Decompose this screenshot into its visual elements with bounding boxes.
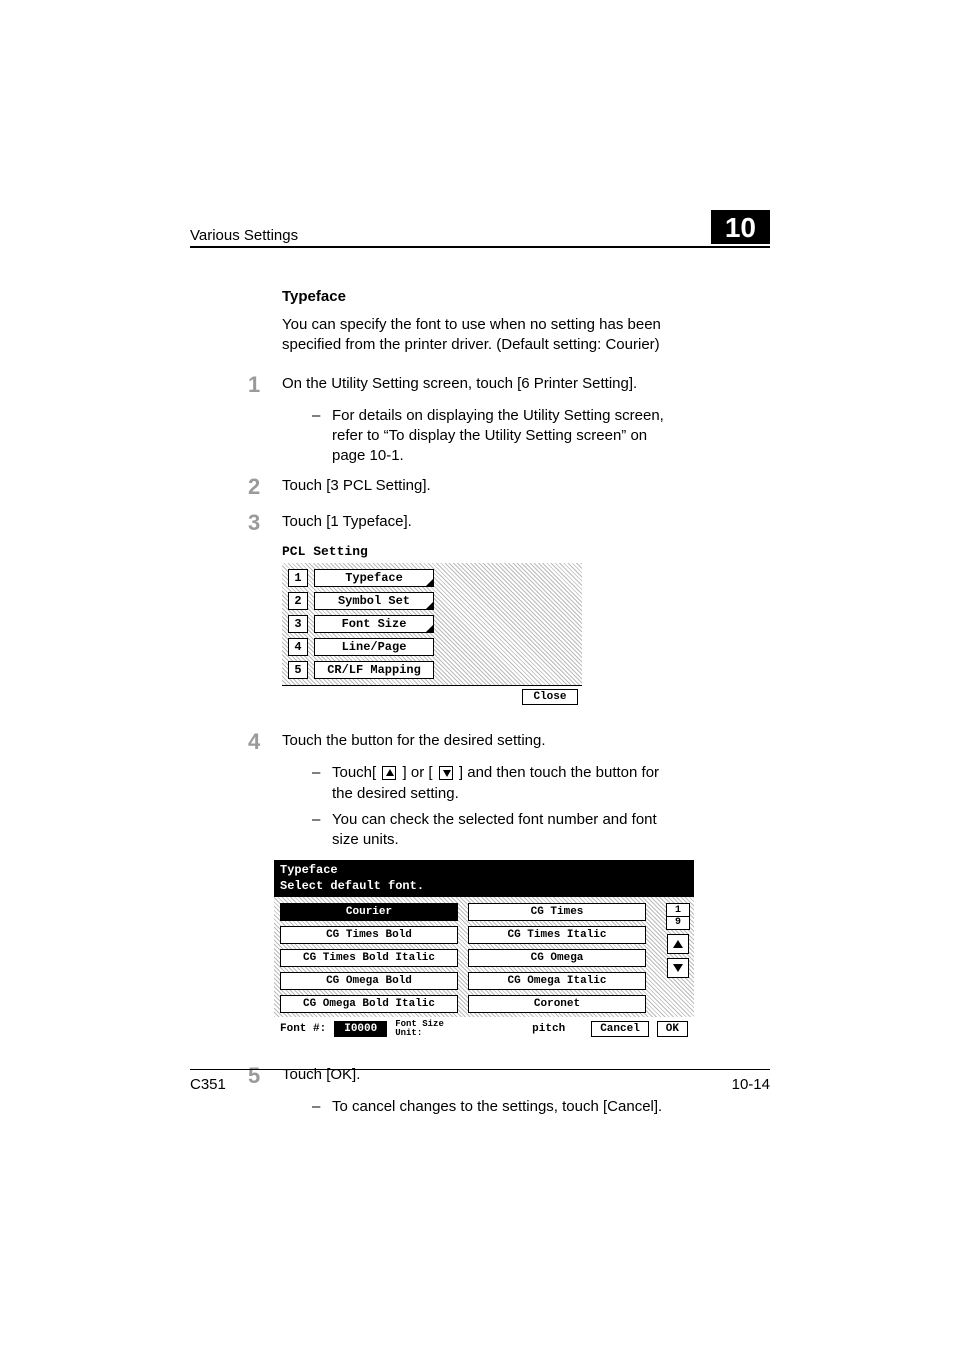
pcl-menu-item[interactable]: 4 Line/Page (288, 638, 576, 656)
intro-paragraph: You can specify the font to use when no … (282, 315, 678, 356)
typeface-grid-wrap: Courier CG Times CG Times Bold CG Times Ita… (274, 897, 694, 1017)
scroll-up-button[interactable] (667, 934, 689, 954)
step-number: 4 (248, 731, 282, 753)
pcl-item-number: 4 (288, 638, 308, 656)
pcl-menu-item[interactable]: 2 Symbol Set (288, 592, 576, 610)
step-1: 1 On the Utility Setting screen, touch [… (282, 374, 678, 396)
sub-text: For details on displaying the Utility Se… (332, 406, 678, 467)
font-option-button[interactable]: Coronet (468, 995, 646, 1013)
step-number: 2 (248, 476, 282, 498)
font-number-value: I0000 (334, 1021, 387, 1037)
pcl-item-number: 1 (288, 569, 308, 587)
page-header: Various Settings 10 (190, 210, 770, 248)
step-text: Touch [3 PCL Setting]. (282, 476, 431, 498)
pcl-item-button[interactable]: Typeface (314, 569, 434, 587)
step-3: 3 Touch [1 Typeface]. (282, 512, 678, 534)
body: Typeface You can specify the font to use… (190, 288, 678, 1118)
page: Various Settings 10 Typeface You can spe… (0, 0, 954, 1351)
step-4-sub-1: – Touch[ ] or [ ] and then touch the but… (312, 763, 678, 804)
sub-text: You can check the selected font number a… (332, 810, 678, 851)
content-area: Various Settings 10 Typeface You can spe… (190, 210, 770, 1124)
close-button[interactable]: Close (522, 689, 578, 705)
typeface-panel: Typeface Select default font. Courier CG … (274, 860, 694, 1041)
pcl-item-button[interactable]: Font Size (314, 615, 434, 633)
pcl-item-button[interactable]: Symbol Set (314, 592, 434, 610)
font-option-button[interactable]: CG Times Italic (468, 926, 646, 944)
typeface-scroll-controls: 1 9 (666, 903, 690, 978)
typeface-subtitle: Select default font. (280, 879, 688, 895)
arrow-down-icon (673, 964, 683, 972)
pcl-setting-panel: PCL Setting 1 Typeface 2 Symbol Set 3 Font Si… (282, 544, 582, 707)
page-counter: 1 9 (666, 903, 690, 930)
step-4: 4 Touch the button for the desired setti… (282, 731, 678, 753)
dash-icon: – (312, 810, 332, 851)
counter-top: 1 (667, 905, 689, 916)
font-option-button[interactable]: CG Times (468, 903, 646, 921)
footer-left: C351 (190, 1076, 226, 1093)
step-text: On the Utility Setting screen, touch [6 … (282, 374, 637, 396)
ok-button[interactable]: OK (657, 1021, 688, 1037)
font-number-label: Font #: (280, 1023, 326, 1035)
pcl-footer: Close (282, 685, 582, 707)
step-1-sub: – For details on displaying the Utility … (312, 406, 678, 467)
scroll-down-button[interactable] (667, 958, 689, 978)
step-text: Touch the button for the desired setting… (282, 731, 546, 753)
pcl-menu-list: 1 Typeface 2 Symbol Set 3 Font Size 4 Line/Page… (282, 563, 582, 685)
pcl-panel-title: PCL Setting (282, 544, 582, 559)
font-size-unit-label: Font Size Unit: (395, 1020, 444, 1038)
pcl-menu-item[interactable]: 5 CR/LF Mapping (288, 661, 576, 679)
pcl-item-number: 2 (288, 592, 308, 610)
step-text: Touch [1 Typeface]. (282, 512, 412, 534)
pcl-item-number: 3 (288, 615, 308, 633)
font-option-button[interactable]: Courier (280, 903, 458, 921)
dash-icon: – (312, 763, 332, 804)
dash-icon: – (312, 406, 332, 467)
sub-text-a: Touch[ (332, 764, 380, 781)
cancel-button[interactable]: Cancel (591, 1021, 649, 1037)
fsu-line2: Unit: (395, 1028, 422, 1038)
step-4-sub-2: – You can check the selected font number… (312, 810, 678, 851)
pcl-menu-item[interactable]: 3 Font Size (288, 615, 576, 633)
counter-bot: 9 (667, 916, 689, 928)
sub-text-b: ] or [ (398, 764, 436, 781)
pcl-item-number: 5 (288, 661, 308, 679)
pitch-label: pitch (532, 1023, 565, 1035)
chapter-number-box: 10 (711, 210, 770, 244)
font-option-button[interactable]: CG Times Bold (280, 926, 458, 944)
page-footer: C351 10-14 (190, 1069, 770, 1093)
step-5-sub: – To cancel changes to the settings, tou… (312, 1097, 678, 1117)
arrow-down-icon (439, 766, 453, 780)
step-number: 1 (248, 374, 282, 396)
typeface-title: Typeface (280, 863, 688, 879)
typeface-panel-header: Typeface Select default font. (274, 860, 694, 897)
font-option-button[interactable]: CG Omega (468, 949, 646, 967)
typeface-grid: Courier CG Times CG Times Bold CG Times Ita… (280, 903, 688, 1013)
sub-text-c: ] and then touch the button for the desi… (332, 764, 659, 801)
section-heading: Typeface (282, 288, 678, 305)
header-title: Various Settings (190, 227, 298, 244)
font-option-button[interactable]: CG Times Bold Italic (280, 949, 458, 967)
font-option-button[interactable]: CG Omega Italic (468, 972, 646, 990)
typeface-footer: Font #: I0000 Font Size Unit: pitch Canc… (274, 1017, 694, 1041)
footer-right: 10-14 (732, 1076, 770, 1093)
dash-icon: – (312, 1097, 332, 1117)
arrow-up-icon (673, 940, 683, 948)
pcl-item-button[interactable]: CR/LF Mapping (314, 661, 434, 679)
step-2: 2 Touch [3 PCL Setting]. (282, 476, 678, 498)
step-number: 3 (248, 512, 282, 534)
pcl-item-button[interactable]: Line/Page (314, 638, 434, 656)
sub-text: Touch[ ] or [ ] and then touch the butto… (332, 763, 678, 804)
sub-text: To cancel changes to the settings, touch… (332, 1097, 678, 1117)
pcl-menu-item[interactable]: 1 Typeface (288, 569, 576, 587)
font-option-button[interactable]: CG Omega Bold (280, 972, 458, 990)
font-option-button[interactable]: CG Omega Bold Italic (280, 995, 458, 1013)
arrow-up-icon (382, 766, 396, 780)
